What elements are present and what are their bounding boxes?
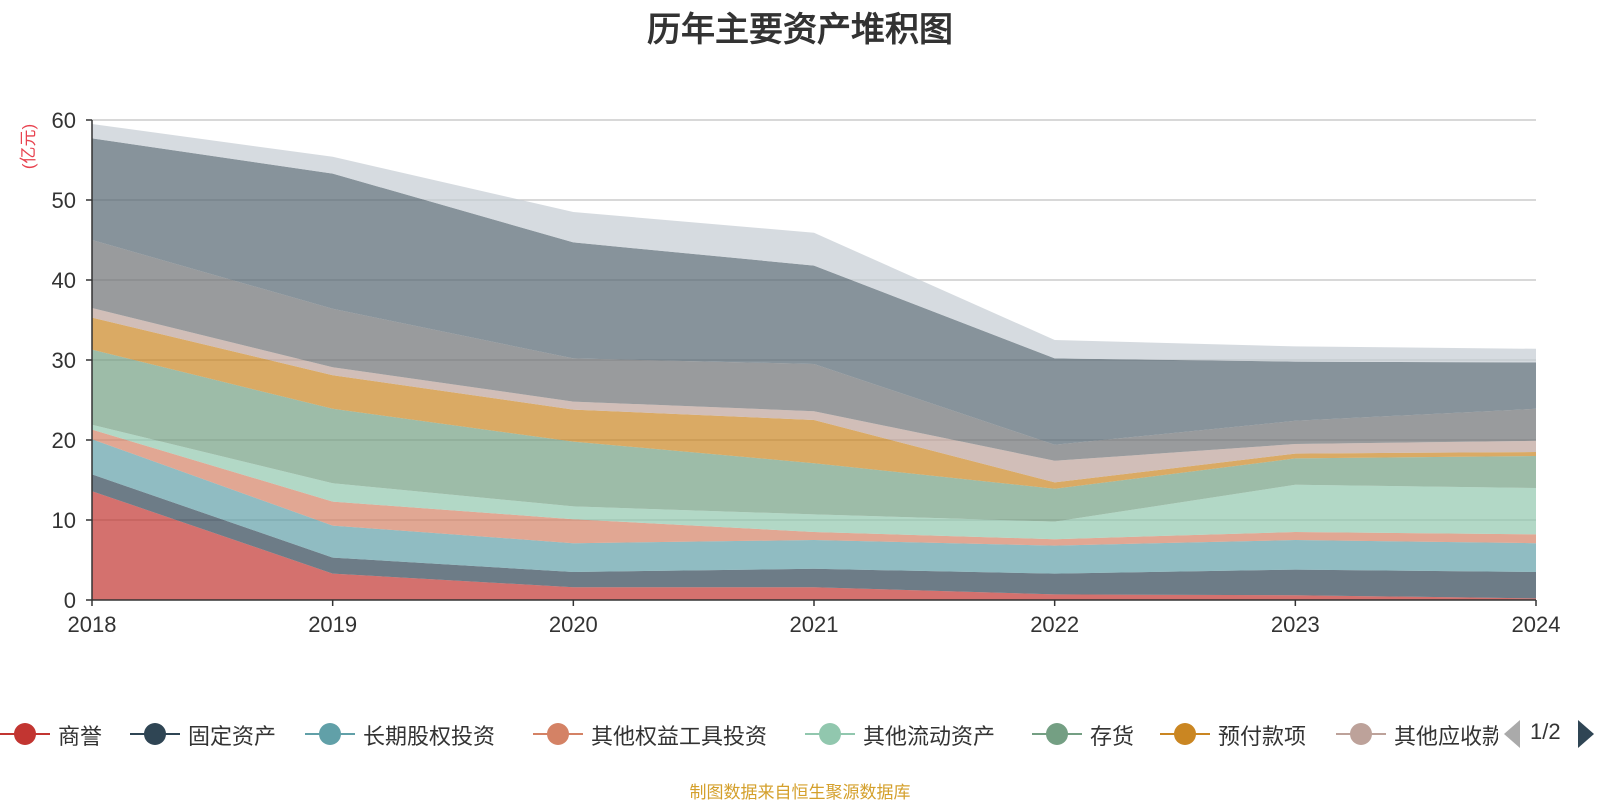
legend-marker-icon (1032, 723, 1082, 745)
y-tick-label: 50 (52, 188, 76, 213)
legend-marker-icon (1336, 723, 1386, 745)
area-series-3[interactable] (92, 429, 1536, 546)
stacked-area-chart: 0 10 20 30 40 50 60 2018 2019 2020 2021 2022 2023 202… (52, 108, 1561, 637)
legend-marker-icon (0, 723, 50, 745)
legend-marker-icon (305, 723, 355, 745)
x-tick-label: 2024 (1512, 612, 1561, 637)
area-series-1[interactable] (92, 474, 1536, 599)
area-series-5[interactable] (92, 349, 1536, 522)
legend-label: 其他应收款 (1394, 724, 1498, 749)
x-tick-label: 2021 (790, 612, 839, 637)
area-series-0[interactable] (92, 491, 1536, 600)
x-tick-label: 2022 (1030, 612, 1079, 637)
data-source-note: 制图数据来自恒生聚源数据库 (689, 783, 911, 802)
next-page-icon[interactable] (1574, 718, 1598, 750)
y-tick-label: 0 (64, 588, 76, 613)
chart-title: 历年主要资产堆积图 (647, 11, 953, 49)
y-tick-label: 40 (52, 268, 76, 293)
x-tick-label: 2020 (549, 612, 598, 637)
area-series (92, 124, 1536, 600)
area-series-2[interactable] (92, 439, 1536, 574)
area-series-9[interactable] (92, 138, 1536, 445)
area-series-6[interactable] (92, 317, 1536, 489)
legend-label: 其他权益工具投资 (591, 724, 768, 749)
page-indicator: 1/2 (1530, 719, 1561, 744)
legend-marker-icon (533, 723, 583, 745)
legend-items: 商誉 固定资产 长期股权投资 其他权益工具投资 其他流动资产 存货 预付款项 其他应收款 (0, 716, 1498, 752)
legend-label: 其他流动资产 (863, 724, 996, 749)
legend-pager: 1/2 (1500, 716, 1600, 752)
legend-label: 长期股权投资 (363, 724, 496, 749)
y-tick-label: 10 (52, 508, 76, 533)
y-tick-label: 30 (52, 348, 76, 373)
area-series-8[interactable] (92, 240, 1536, 461)
legend-label: 预付款项 (1218, 724, 1307, 749)
legend-label: 商誉 (58, 724, 103, 749)
area-series-10[interactable] (92, 124, 1536, 363)
y-tick-label: 60 (52, 108, 76, 133)
legend-marker-icon (130, 723, 180, 745)
legend-marker-icon (1160, 723, 1210, 745)
x-tick-label: 2019 (308, 612, 357, 637)
legend: 商誉 固定资产 长期股权投资 其他权益工具投资 其他流动资产 存货 预付款项 其他应收款 (0, 716, 1600, 752)
x-tick-label: 2018 (68, 612, 117, 637)
legend-label: 固定资产 (188, 724, 277, 749)
axes: 0 10 20 30 40 50 60 2018 2019 2020 2021 2022 2023 202… (52, 108, 1561, 637)
area-series-4[interactable] (92, 424, 1536, 540)
prev-page-icon[interactable] (1500, 718, 1524, 750)
legend-label: 存货 (1090, 724, 1135, 749)
x-tick-label: 2023 (1271, 612, 1320, 637)
y-tick-label: 20 (52, 428, 76, 453)
legend-marker-icon (805, 723, 855, 745)
